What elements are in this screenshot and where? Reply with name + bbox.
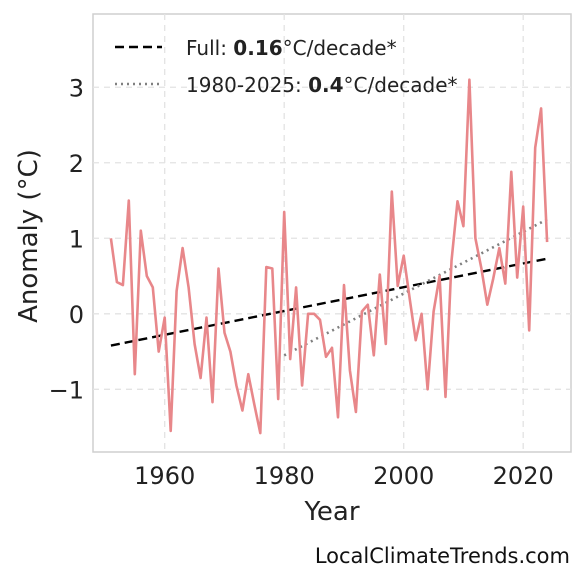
x-tick-label: 2000 — [373, 462, 434, 490]
y-tick-label: 3 — [69, 74, 84, 102]
x-tick-label: 2020 — [493, 462, 554, 490]
x-tick-label: 1980 — [254, 462, 315, 490]
tick-labels: 1960 1980 2000 2020 −1 0 1 2 3 — [49, 74, 554, 490]
x-tick-label: 1960 — [134, 462, 195, 490]
y-tick-label: 0 — [69, 301, 84, 329]
y-tick-label: 1 — [69, 225, 84, 253]
trend-line-full — [110, 257, 548, 347]
legend-entry-full: Full: 0.16°C/decade* — [186, 36, 397, 60]
y-tick-label: −1 — [49, 376, 84, 404]
legend-recent-suffix: °C/decade* — [344, 73, 458, 97]
legend-recent-prefix: 1980-2025: — [186, 73, 308, 97]
legend-entry-recent: 1980-2025: 0.4°C/decade* — [186, 73, 458, 97]
legend-full-value: 0.16 — [233, 36, 282, 60]
watermark: LocalClimateTrends.com — [314, 544, 570, 568]
series-lines — [109, 78, 549, 435]
legend-full-prefix: Full: — [186, 36, 233, 60]
anomaly-series-line — [109, 78, 549, 435]
trend-lines — [110, 218, 548, 357]
y-tick-label: 2 — [69, 150, 84, 178]
trend-line-recent — [283, 218, 548, 357]
legend-recent-value: 0.4 — [308, 73, 343, 97]
y-axis-label: Anomaly (°C) — [14, 149, 44, 323]
legend-full-suffix: °C/decade* — [283, 36, 397, 60]
legend: Full: 0.16°C/decade* 1980-2025: 0.4°C/de… — [115, 36, 458, 97]
x-axis-label: Year — [303, 497, 359, 527]
